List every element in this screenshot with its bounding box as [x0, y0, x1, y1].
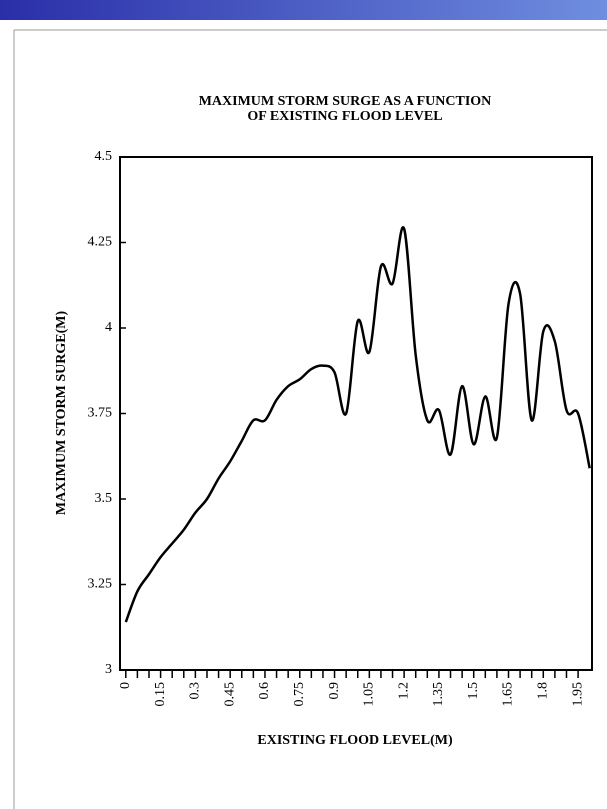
x-tick-label: 0.75 — [292, 682, 307, 707]
y-tick-label: 4 — [105, 320, 112, 335]
x-tick-label: 0.15 — [153, 682, 168, 707]
x-tick-label: 1.65 — [501, 682, 516, 707]
data-line — [124, 226, 591, 623]
chart-title: OF EXISTING FLOOD LEVEL — [247, 109, 442, 124]
y-axis-label: MAXIMUM STORM SURGE(M) — [54, 311, 69, 516]
x-axis-label: EXISTING FLOOD LEVEL(M) — [257, 733, 453, 748]
chart-title: MAXIMUM STORM SURGE AS A FUNCTION — [199, 94, 492, 109]
y-tick-label: 3.75 — [88, 406, 113, 421]
x-tick-label: 0.3 — [188, 682, 203, 700]
x-tick-label: 0 — [118, 682, 133, 689]
header-bar — [0, 0, 607, 20]
x-tick-label: 0.6 — [257, 682, 272, 700]
y-tick-label: 3.25 — [88, 577, 113, 592]
x-tick-label: 1.2 — [396, 682, 411, 700]
x-tick-label: 1.05 — [362, 682, 377, 707]
x-tick-label: 0.45 — [222, 682, 237, 707]
y-tick-label: 3 — [105, 662, 112, 677]
y-tick-label: 4.25 — [88, 235, 113, 250]
x-tick-label: 1.35 — [431, 682, 446, 707]
x-tick-label: 1.8 — [536, 682, 551, 700]
x-tick-label: 1.5 — [466, 682, 481, 700]
x-tick-label: 1.95 — [570, 682, 585, 707]
y-tick-label: 4.5 — [95, 149, 113, 164]
y-tick-label: 3.5 — [95, 491, 113, 506]
plot-frame — [119, 156, 593, 671]
x-tick-label: 0.9 — [327, 682, 342, 700]
